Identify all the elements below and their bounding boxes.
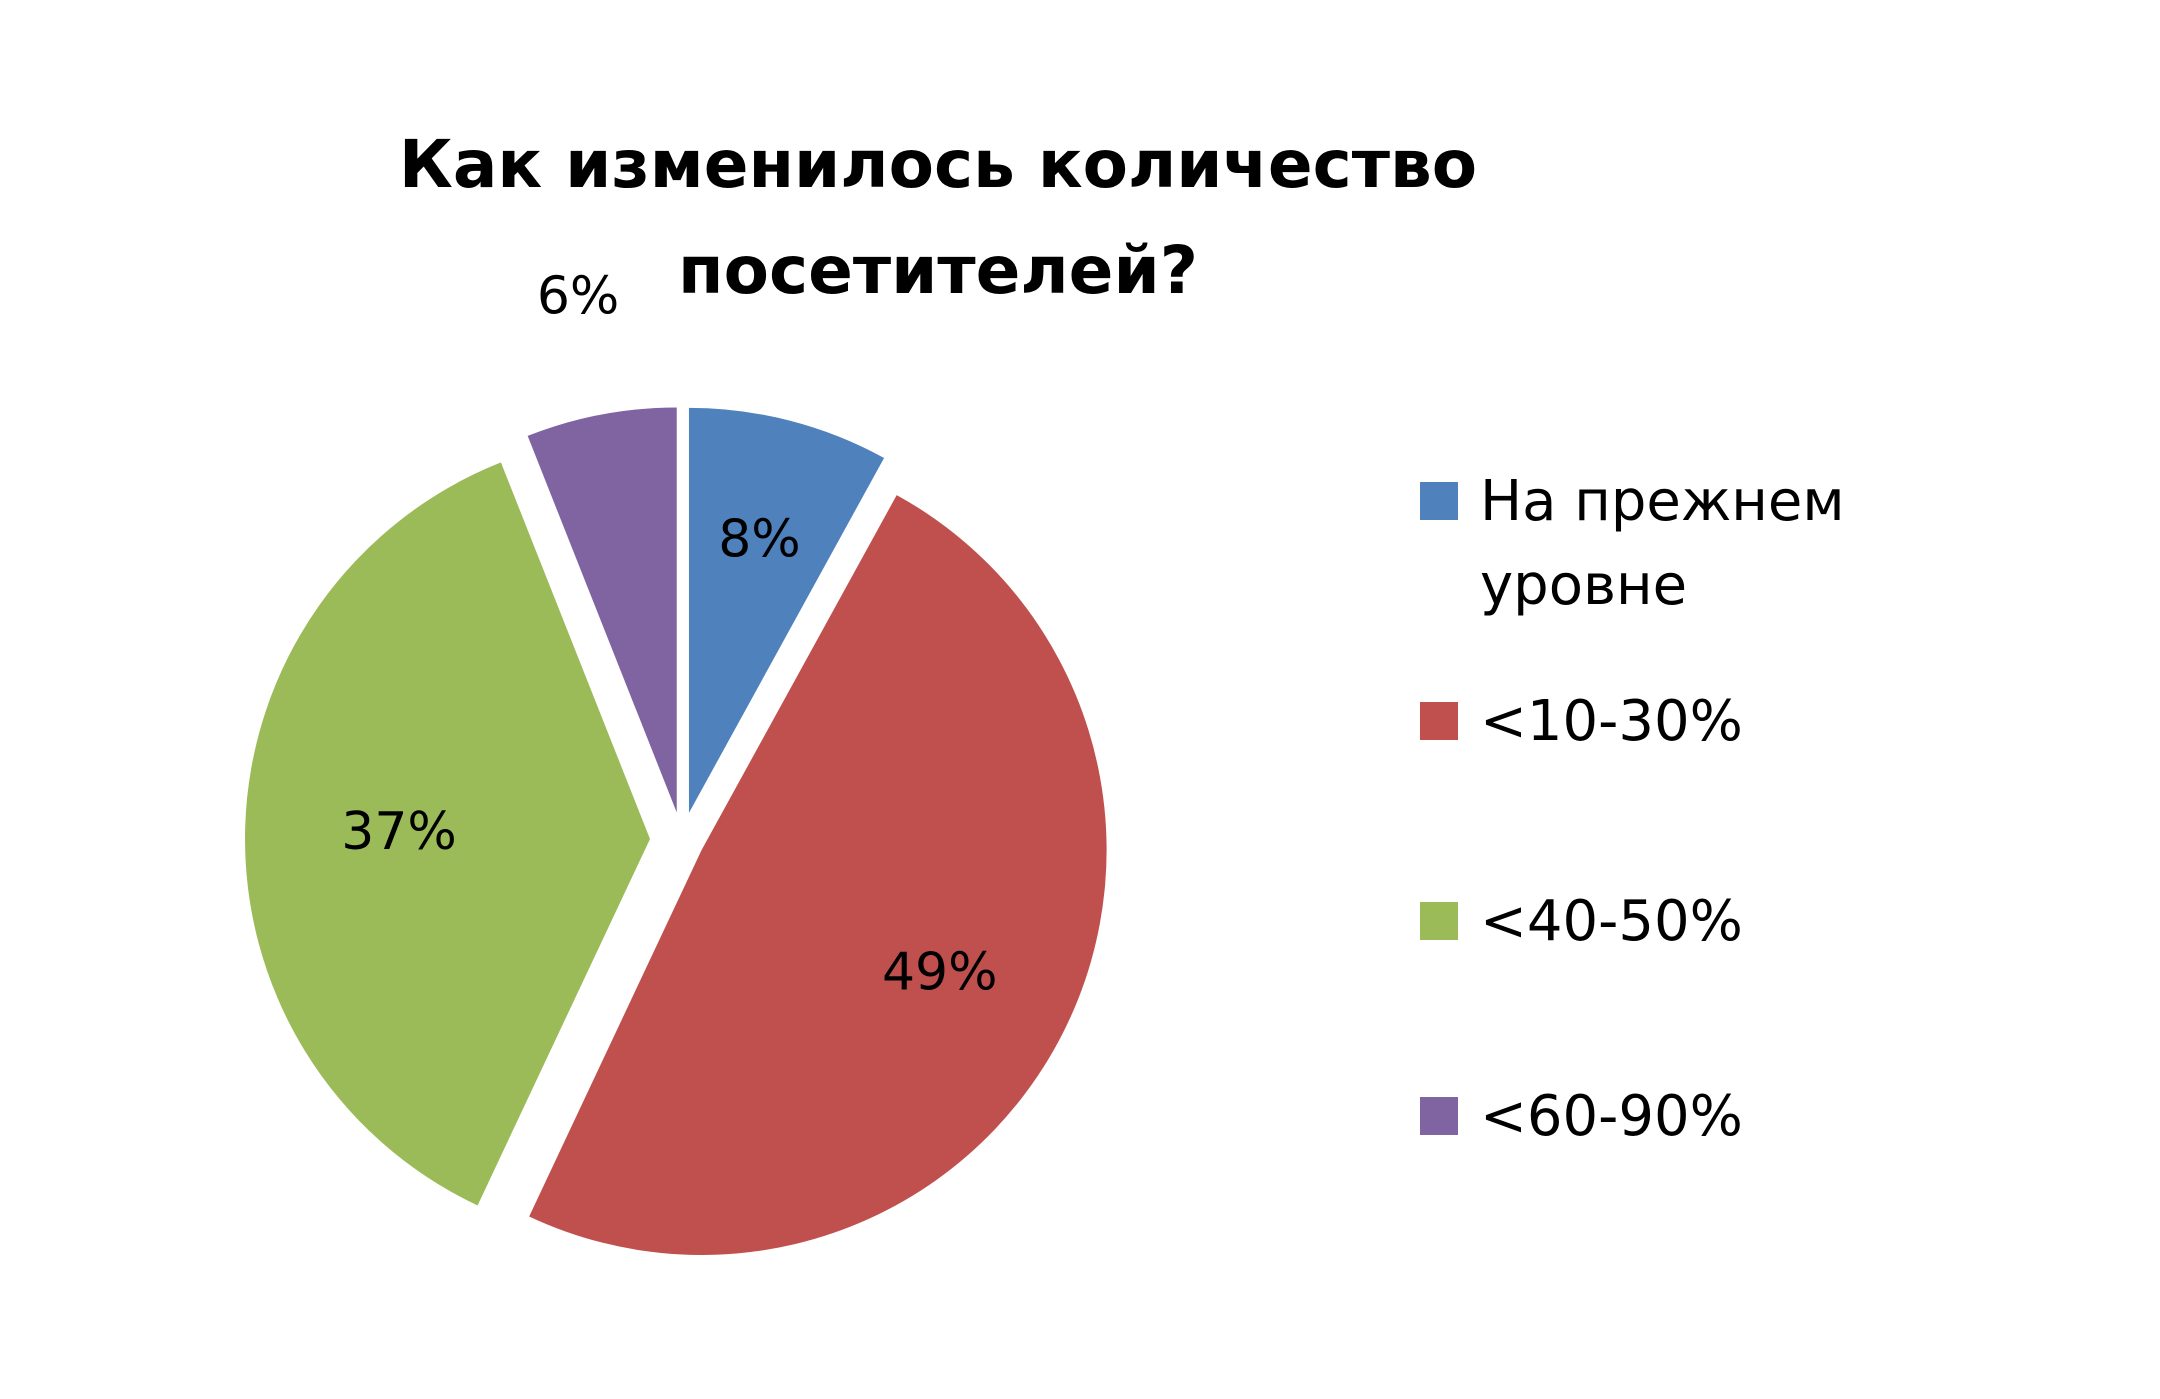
legend-label-10-30: <10-30%	[1480, 689, 1743, 754]
data-label-10-30: 49%	[882, 942, 998, 1002]
legend-swatch-40-50	[1420, 902, 1458, 940]
chart-title: Как изменилось количество посетителей?	[398, 126, 1478, 309]
legend-label-na-prezhnem-urovne: На прежнем уровне	[1480, 469, 1845, 618]
data-label-40-50: 37%	[341, 802, 457, 862]
data-label-na-prezhnem-urovne: 8%	[718, 509, 801, 569]
pie-slice-10-30	[529, 495, 1107, 1255]
legend-swatch-na-prezhnem-urovne	[1420, 482, 1458, 520]
pie-slice-na-prezhnem-urovne	[688, 407, 885, 813]
data-label-60-90: 6%	[537, 266, 620, 326]
pie-slice-60-90	[527, 407, 677, 813]
legend-label-60-90: <60-90%	[1480, 1084, 1743, 1149]
pie-slice-40-50	[245, 462, 651, 1206]
legend-swatch-60-90	[1420, 1097, 1458, 1135]
legend-swatch-10-30	[1420, 702, 1458, 740]
legend-label-40-50: <40-50%	[1480, 889, 1743, 954]
